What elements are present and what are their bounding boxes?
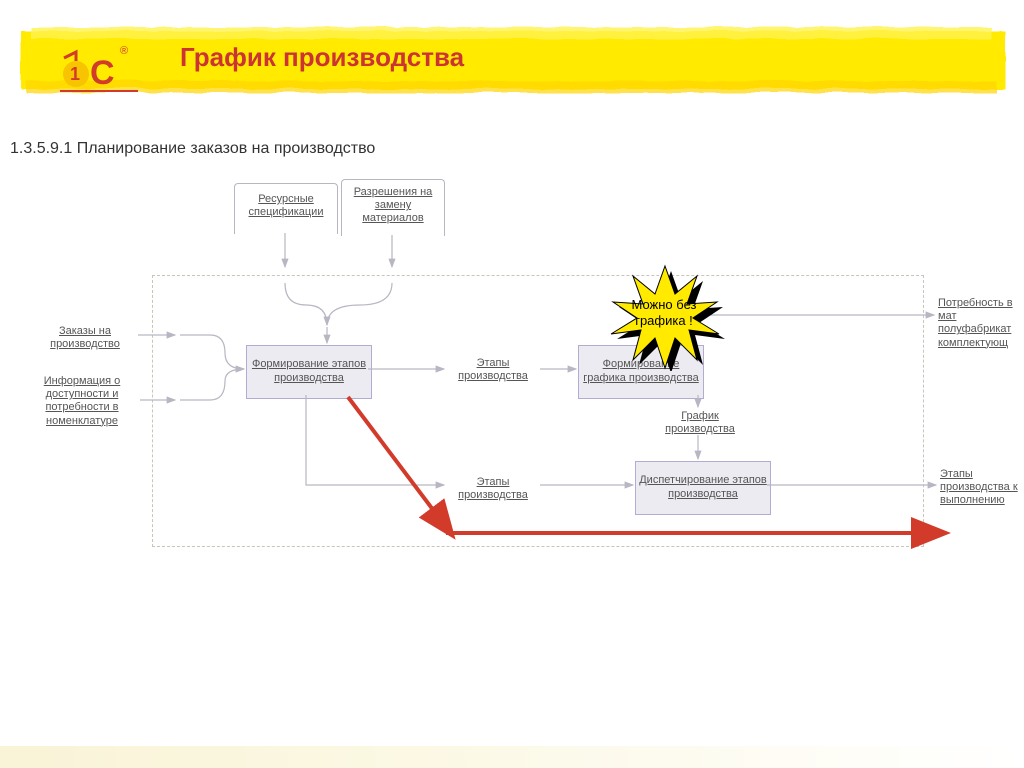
title-banner: 1 С ® График производства: [0, 24, 1024, 96]
flow-diagram: Ресурсные спецификации Разрешения на зам…: [0, 175, 1024, 595]
arrows-layer: [0, 175, 1024, 595]
burst-label: Можно без графика !: [614, 297, 714, 330]
logo-1c: 1 С ®: [60, 34, 140, 94]
svg-text:1: 1: [70, 64, 80, 84]
svg-text:С: С: [90, 54, 115, 92]
banner-title: График производства: [180, 42, 464, 73]
banner-bg: [0, 24, 1024, 96]
footer-strip: [0, 746, 1024, 768]
svg-text:®: ®: [120, 45, 128, 57]
burst-callout: Можно без графика !: [608, 267, 718, 363]
section-number-title: 1.3.5.9.1 Планирование заказов на произв…: [10, 140, 375, 158]
